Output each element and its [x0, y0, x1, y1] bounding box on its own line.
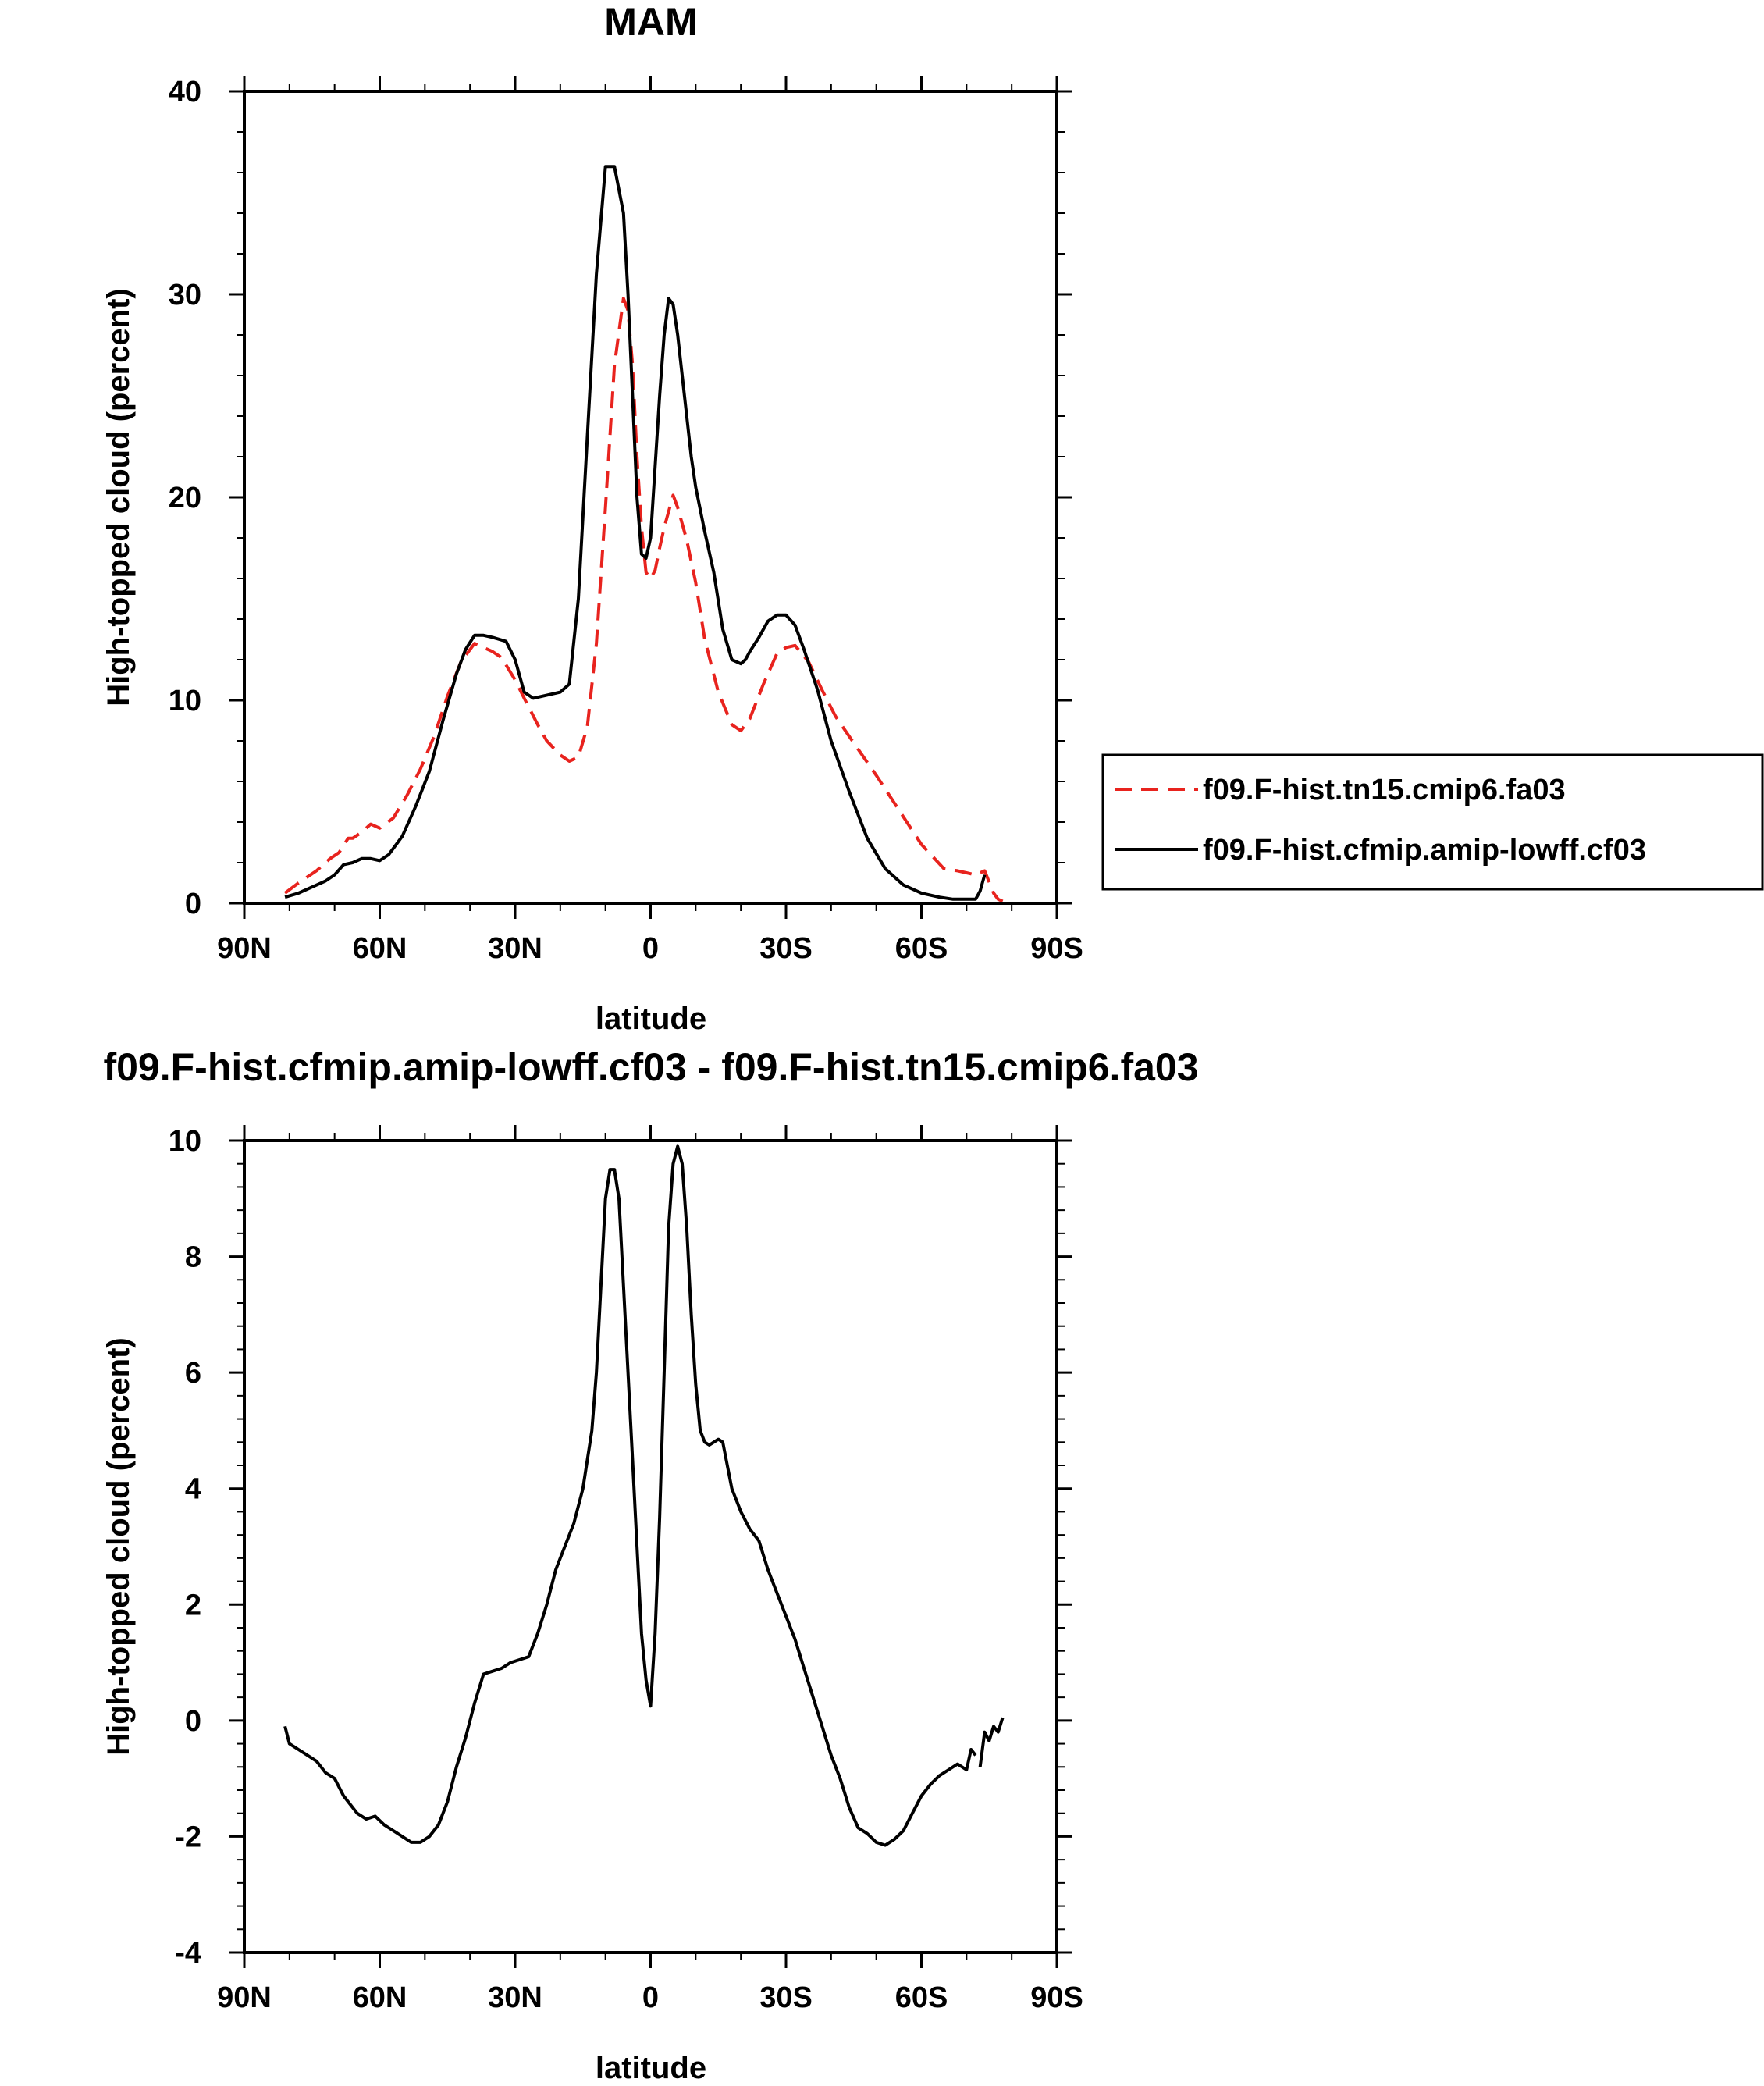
x-tick-label: 90S	[1030, 932, 1083, 965]
bottom-chart-y-axis-label: High-topped cloud (percent)	[101, 1337, 136, 1756]
y-tick-label: 4	[185, 1473, 201, 1506]
y-tick-label: 30	[169, 279, 201, 311]
x-tick-label: 90N	[217, 932, 272, 965]
y-tick-label: 0	[185, 1705, 201, 1738]
x-tick-label: 30N	[488, 932, 542, 965]
x-tick-label: 60N	[353, 932, 407, 965]
top-chart-series	[283, 165, 1004, 903]
x-tick-label: 60S	[895, 1981, 948, 2014]
legend: f09.F-hist.tn15.cmip6.fa03 f09.F-hist.cf…	[1101, 753, 1764, 891]
series-line-1-0	[283, 1144, 977, 1847]
series-line-0-0	[283, 297, 1004, 903]
top-chart: MAM 90N 60N 30N 0 30S 60S 90S 0 10 20 30 40 latitud…	[101, 0, 1083, 1036]
bottom-chart-plot-frame	[243, 1139, 1058, 1954]
x-tick-label: 0	[642, 932, 659, 965]
x-tick-label: 90N	[217, 1981, 272, 2014]
y-tick-label: -2	[175, 1821, 201, 1853]
y-tick-label: 40	[169, 76, 201, 109]
y-tick-label: 20	[169, 482, 201, 514]
y-tick-label: 10	[169, 685, 201, 717]
top-chart-title: MAM	[604, 0, 697, 44]
legend-box	[1101, 753, 1764, 891]
top-chart-x-axis-label: latitude	[596, 1002, 706, 1036]
bottom-chart-title: f09.F-hist.cfmip.amip-lowff.cf03 - f09.F…	[103, 1045, 1198, 1089]
bottom-chart-x-axis-label: latitude	[596, 2051, 706, 2085]
series-line-1-1	[978, 1717, 1005, 1767]
x-tick-label: 60S	[895, 932, 948, 965]
x-tick-label: 30S	[759, 1981, 813, 2014]
x-tick-label: 30N	[488, 1981, 542, 2014]
x-tick-label: 90S	[1030, 1981, 1083, 2014]
legend-label-fa03: f09.F-hist.tn15.cmip6.fa03	[1203, 774, 1566, 806]
y-tick-label: 2	[185, 1589, 201, 1621]
top-chart-y-axis-label: High-topped cloud (percent)	[101, 288, 136, 707]
bottom-chart-series	[283, 1144, 1005, 1847]
y-tick-label: -4	[175, 1937, 201, 1970]
bottom-chart-ticks: 90N 60N 30N 0 30S 60S 90S -4 -2 0 2 4 6 8 10	[169, 1125, 1083, 2014]
series-line-0-1	[284, 165, 987, 901]
top-chart-ticks: 90N 60N 30N 0 30S 60S 90S 0 10 20 30 40	[169, 76, 1083, 965]
bottom-chart: f09.F-hist.cfmip.amip-lowff.cf03 - f09.F…	[101, 1045, 1199, 2085]
x-tick-label: 30S	[759, 932, 813, 965]
legend-label-cf03: f09.F-hist.cfmip.amip-lowff.cf03	[1203, 834, 1646, 867]
x-tick-label: 0	[642, 1981, 659, 2014]
y-tick-label: 10	[169, 1125, 201, 1158]
y-tick-label: 6	[185, 1357, 201, 1390]
top-chart-plot-frame	[243, 90, 1058, 905]
x-tick-label: 60N	[353, 1981, 407, 2014]
y-tick-label: 8	[185, 1241, 201, 1274]
y-tick-label: 0	[185, 888, 201, 920]
